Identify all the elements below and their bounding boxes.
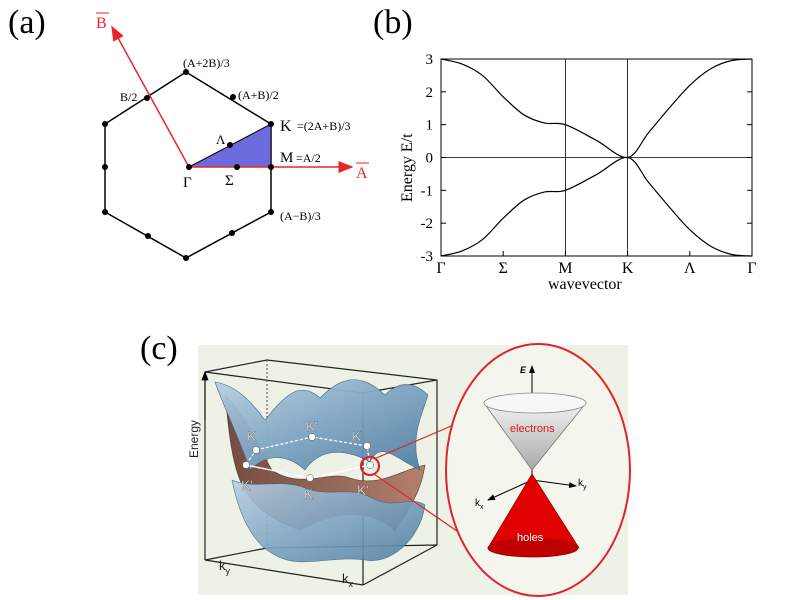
point-a-plus-2b-label: (A+2B)/3 [183, 56, 230, 70]
point-lambda-label: Λ [216, 132, 226, 147]
lower-band-surface [231, 479, 426, 563]
y-tick-label: -1 [421, 183, 434, 199]
lower-band-line [440, 156, 753, 257]
panel-c-label: (c) [140, 330, 178, 367]
x-tick-label: Λ [684, 260, 696, 277]
y-axis-label: Energy E/t [399, 133, 416, 202]
y-tick-label: 3 [426, 52, 434, 68]
kp-label-3: K' [357, 482, 369, 498]
zoom-kx-label: kx [475, 498, 484, 511]
x-axis-label: wavevector [548, 276, 622, 293]
k-label-2: K [352, 428, 362, 444]
x-tick-label: Σ [499, 260, 508, 277]
kp-label-2: K' [241, 477, 253, 493]
zoom-connector-bottom [373, 473, 471, 541]
zone-points [102, 69, 274, 261]
y-tick-labels: 3 2 1 0 -1 -2 -3 [421, 52, 752, 265]
point-gamma-label: Γ [183, 175, 192, 191]
zoom-ky-label: ky [578, 478, 587, 491]
point-sigma-label: Σ [225, 173, 234, 189]
kx-axis-label: kx [342, 571, 354, 589]
zoom-ellipse [445, 343, 631, 597]
holes-label: holes [517, 532, 544, 544]
ky-axis-label: ky [219, 558, 231, 576]
vector-a-label: A [356, 165, 368, 182]
x-tick-label: Γ [747, 260, 756, 277]
electrons-label: electrons [510, 423, 555, 435]
energy-axis-label: Energy [187, 420, 201, 458]
zoom-connector-top [373, 423, 457, 460]
highlighted-k-point-circle [359, 455, 381, 477]
point-m-label: M [280, 150, 293, 166]
k-label-3: K [304, 486, 314, 502]
k-label-1: K [247, 428, 257, 444]
x-tick-label: M [558, 260, 572, 277]
y-tick-label: -2 [421, 216, 434, 232]
panel-b-label: (b) [373, 4, 413, 41]
point-a-minus-b-label: (A−B)/3 [280, 209, 321, 223]
point-a-plus-b-half-label: (A+B)/2 [238, 88, 279, 102]
y-tick-label: 0 [426, 151, 434, 167]
k-point-dots [242, 433, 374, 482]
chart-series [440, 58, 753, 257]
point-m-equation: =A/2 [296, 151, 321, 165]
point-b-half-label: B/2 [120, 90, 137, 104]
vector-b-arrow [111, 25, 190, 168]
x-tick-label: Γ [436, 260, 445, 277]
y-tick-label: -3 [421, 249, 434, 265]
kp-label-1: K' [306, 418, 318, 434]
zoom-kx-axis [487, 479, 533, 501]
x-tick-label: K [622, 260, 634, 277]
zoom-energy-label: E [520, 365, 527, 375]
y-tick-label: 2 [426, 85, 434, 101]
upper-band-line [440, 58, 753, 159]
y-tick-label: 1 [426, 118, 434, 134]
zoom-ky-axis [531, 479, 577, 489]
panel-a-label: (a) [8, 4, 46, 41]
point-k-label: K [280, 118, 292, 135]
vector-b-label: B [96, 15, 107, 32]
point-k-equation: =(2A+B)/3 [297, 119, 351, 133]
